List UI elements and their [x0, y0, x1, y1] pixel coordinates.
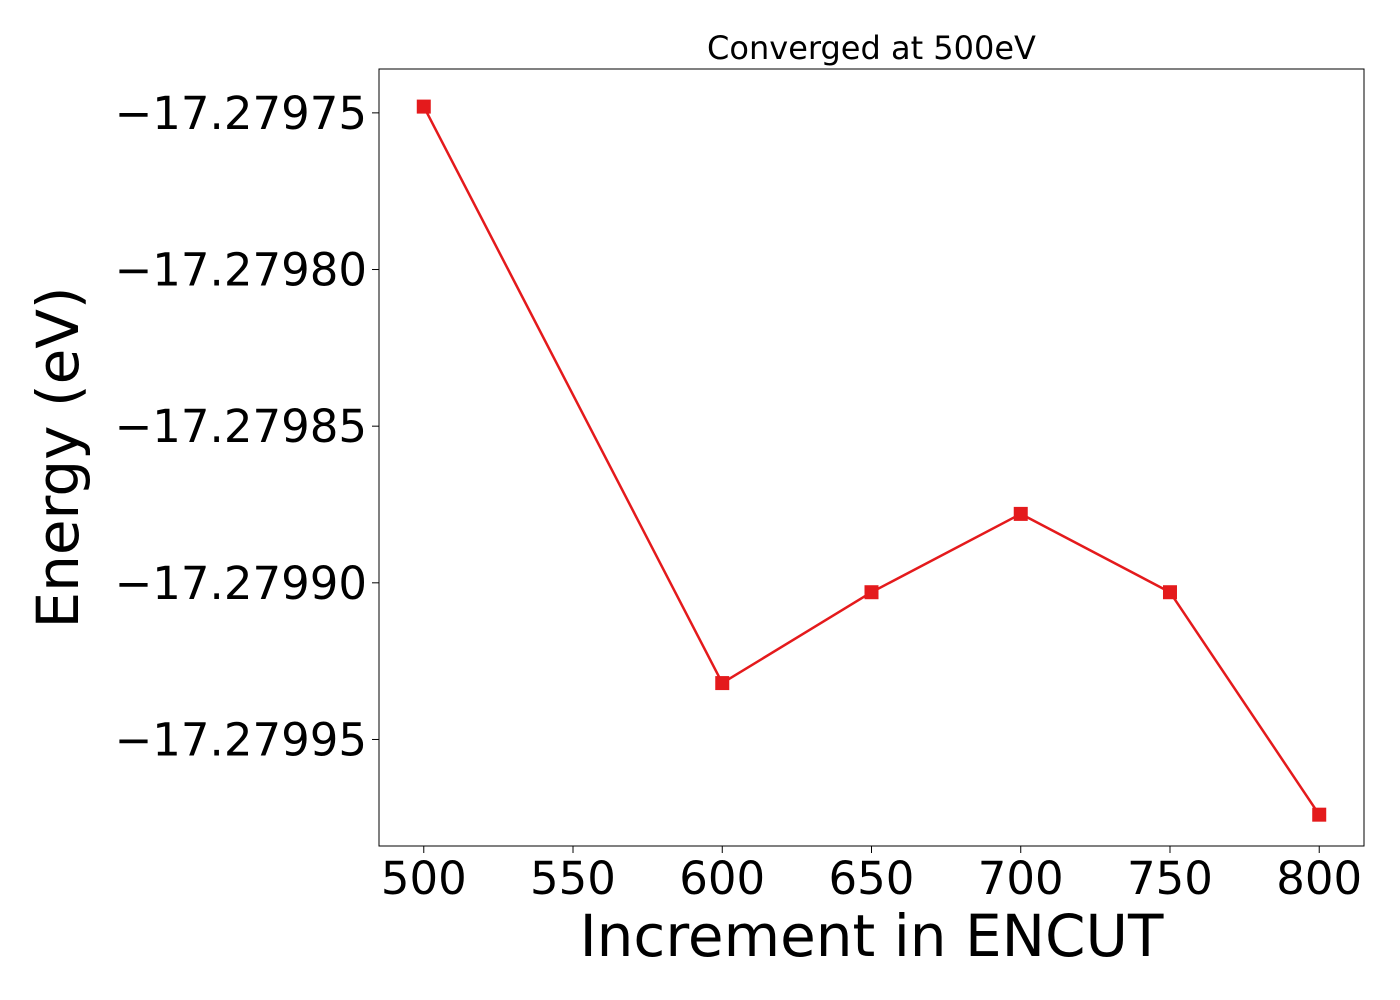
x-tick-label: 800 — [1276, 852, 1362, 905]
x-axis-ticks: 500 550 600 650 700 750 800 — [381, 846, 1362, 905]
y-tick-label: −17.27995 — [115, 713, 367, 766]
x-tick-label: 750 — [1127, 852, 1213, 905]
y-tick-label: −17.27990 — [115, 557, 367, 610]
plot-frame — [378, 68, 1365, 847]
y-tick-label: −17.27985 — [115, 400, 367, 453]
data-point-marker — [864, 585, 879, 600]
series-line — [422, 106, 1321, 816]
x-axis-title: Increment in ENCUT — [580, 902, 1164, 970]
x-tick-label: 650 — [829, 852, 915, 905]
data-point-marker — [715, 676, 730, 691]
x-tick-label: 700 — [978, 852, 1064, 905]
y-axis-ticks: −17.27975 −17.27980 −17.27985 −17.27990 −17.… — [115, 87, 379, 766]
data-point-marker — [1013, 506, 1028, 521]
series-layer — [416, 99, 1327, 822]
data-point-marker — [1162, 585, 1177, 600]
data-point-marker — [1312, 807, 1327, 822]
x-tick-label: 600 — [679, 852, 765, 905]
y-tick-label: −17.27975 — [115, 87, 367, 140]
x-tick-label: 500 — [381, 852, 467, 905]
data-point-marker — [416, 99, 431, 114]
chart-title: Converged at 500eV — [707, 29, 1036, 67]
x-tick-label: 550 — [530, 852, 616, 905]
y-tick-label: −17.27980 — [115, 244, 367, 297]
y-axis-title: Energy (eV) — [24, 286, 92, 628]
